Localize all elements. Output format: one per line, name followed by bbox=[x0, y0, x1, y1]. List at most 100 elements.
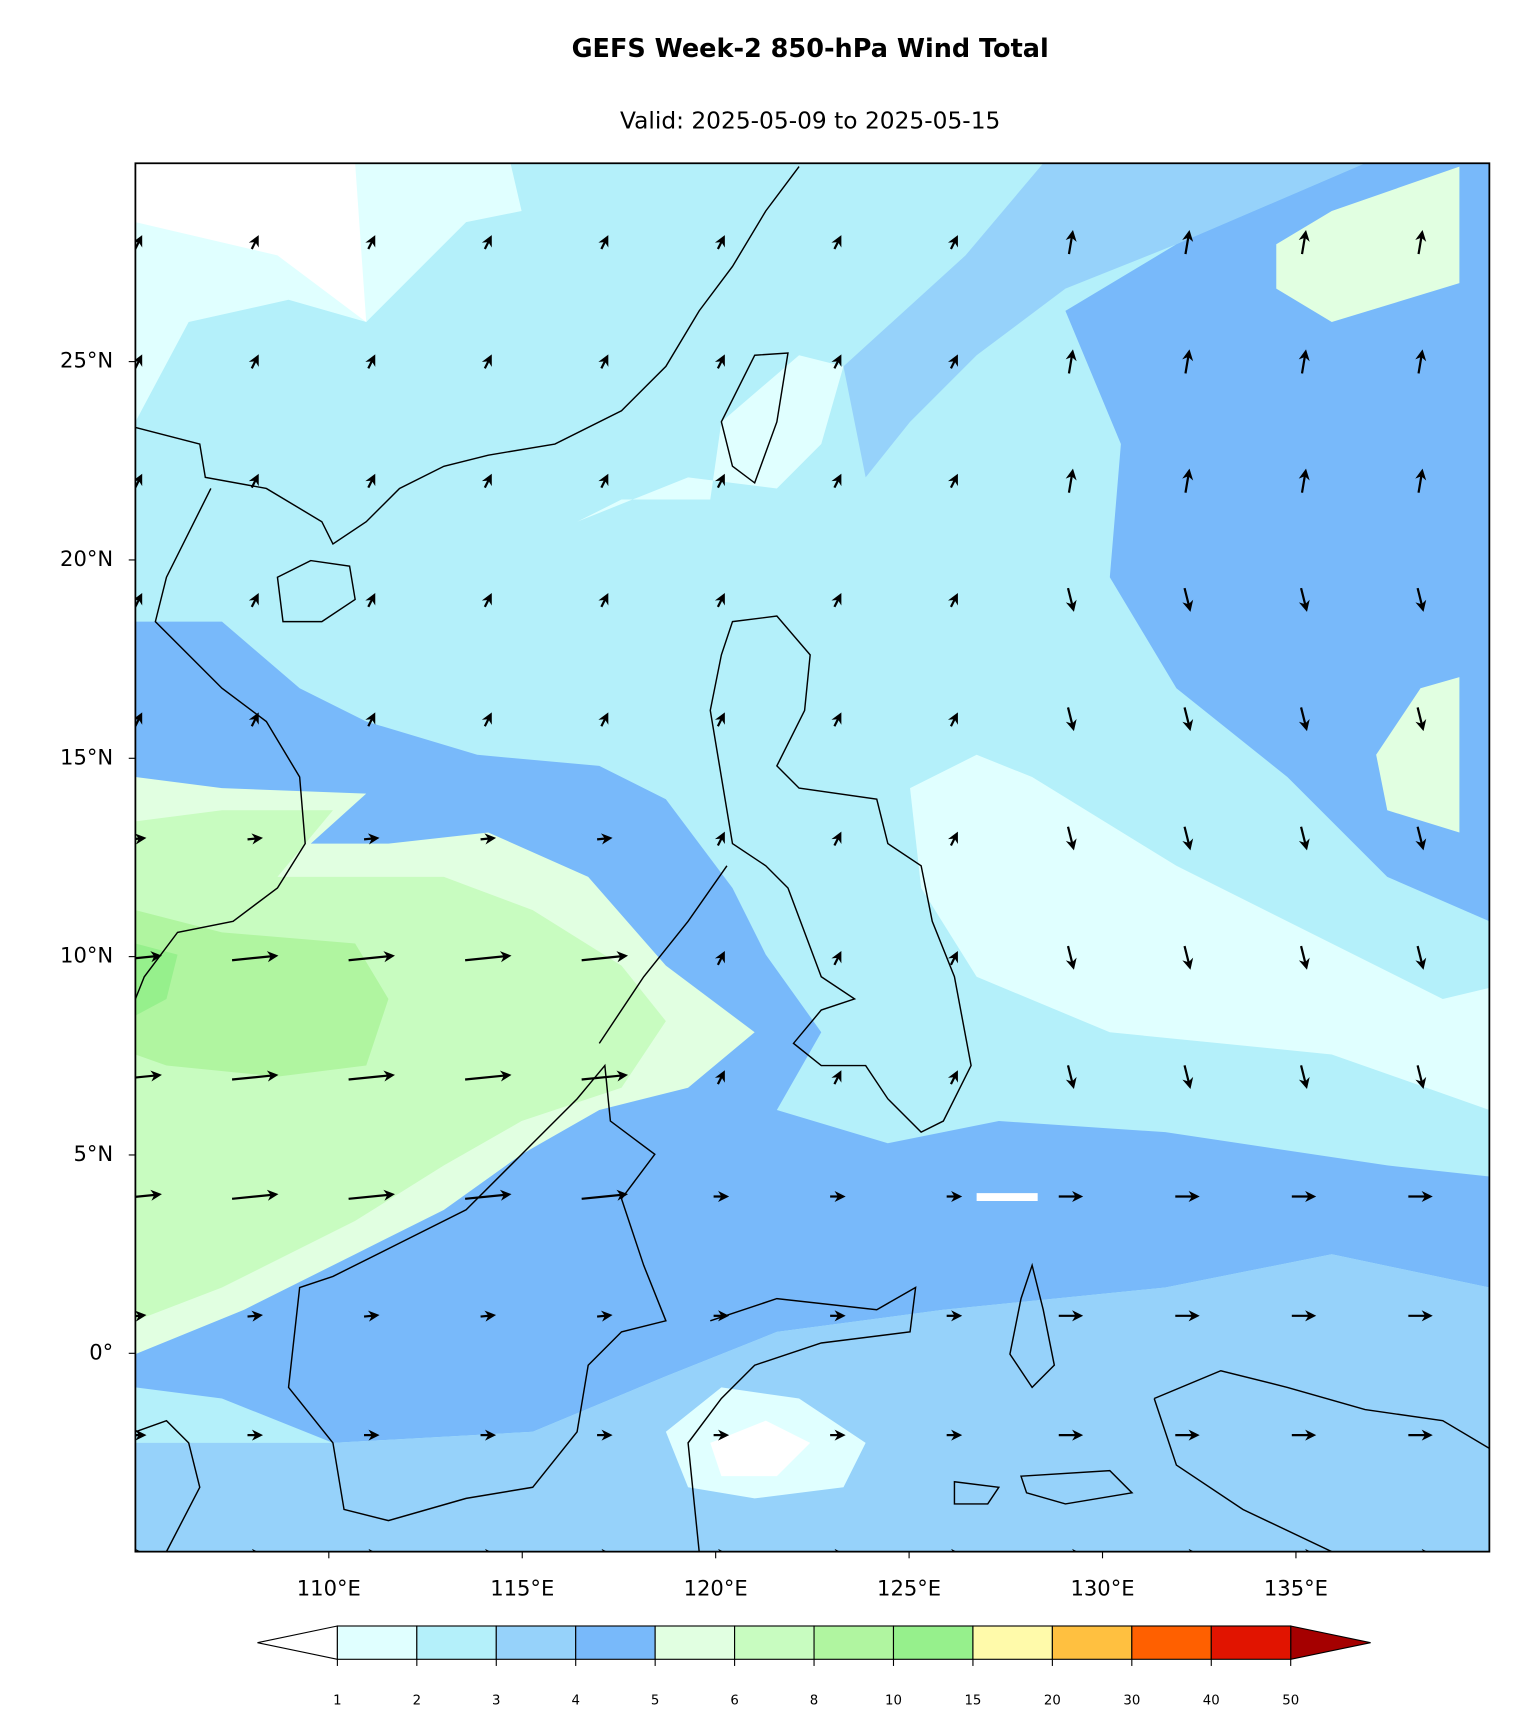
coastline bbox=[276, 559, 356, 623]
arrow-head bbox=[481, 712, 492, 725]
arrow-head bbox=[1065, 1076, 1077, 1090]
colorbar-segment bbox=[734, 1625, 815, 1660]
colorbar-tick-label: 3 bbox=[492, 1693, 500, 1708]
arrow-head bbox=[947, 950, 958, 964]
arrow-head bbox=[135, 833, 147, 845]
arrow-head bbox=[1188, 1310, 1200, 1322]
arrow-head bbox=[481, 473, 492, 487]
arrow-head bbox=[831, 354, 842, 367]
coastline bbox=[598, 865, 728, 1044]
arrow-head bbox=[266, 951, 279, 963]
wind-arrow bbox=[1182, 587, 1194, 612]
arrow-shaft bbox=[581, 954, 624, 962]
wind-arrow bbox=[947, 593, 958, 608]
y-tick-label: 25°N bbox=[60, 348, 113, 373]
arrow-head bbox=[947, 1070, 958, 1083]
arrow-head bbox=[251, 833, 263, 845]
colorbar-segment bbox=[336, 1625, 418, 1660]
arrow-head bbox=[951, 1429, 963, 1441]
colorbar-segment bbox=[575, 1625, 656, 1660]
arrow-head bbox=[714, 235, 725, 248]
wind-arrow bbox=[946, 1190, 963, 1203]
arrow-head bbox=[135, 712, 143, 725]
arrow-head bbox=[601, 1429, 613, 1441]
arrow-head bbox=[616, 951, 629, 963]
arrow-head bbox=[1415, 599, 1427, 612]
arrow-head bbox=[365, 354, 376, 367]
arrow-head bbox=[1182, 719, 1194, 732]
arrow-head bbox=[365, 473, 376, 487]
arrow-head bbox=[266, 1070, 279, 1082]
arrow-shaft bbox=[348, 1074, 391, 1081]
wind-arrow bbox=[947, 712, 958, 727]
wind-arrow bbox=[946, 1429, 963, 1441]
coastline bbox=[709, 615, 972, 1134]
wind-arrow bbox=[1065, 349, 1077, 374]
wind-arrow bbox=[598, 593, 609, 608]
arrow-head bbox=[1415, 957, 1427, 970]
arrow-head bbox=[1072, 1190, 1084, 1203]
arrow-head bbox=[600, 1310, 613, 1322]
coastline bbox=[287, 1063, 667, 1522]
arrow-head bbox=[1072, 1310, 1084, 1322]
wind-arrow bbox=[598, 354, 609, 369]
wind-arrow bbox=[1415, 1065, 1427, 1090]
coastline bbox=[135, 166, 800, 545]
wind-arrow bbox=[481, 235, 492, 250]
arrow-head bbox=[1298, 1076, 1310, 1090]
wind-arrow bbox=[714, 593, 725, 608]
arrow-head bbox=[499, 1070, 512, 1082]
wind-arrow bbox=[714, 712, 725, 727]
arrow-head bbox=[368, 1429, 380, 1441]
arrow-head bbox=[616, 1070, 629, 1082]
colorbar-tick-label: 15 bbox=[964, 1693, 981, 1708]
wind-arrow bbox=[248, 235, 259, 250]
wind-arrow bbox=[947, 235, 958, 250]
arrow-head bbox=[248, 354, 259, 367]
arrow-head bbox=[150, 1070, 162, 1082]
wind-arrow bbox=[248, 712, 259, 727]
wind-arrow bbox=[1065, 587, 1077, 612]
arrow-shaft bbox=[465, 1193, 508, 1200]
wind-arrow bbox=[947, 354, 958, 369]
arrow-head bbox=[383, 1189, 395, 1201]
arrow-head bbox=[1188, 1190, 1200, 1203]
arrow-head bbox=[135, 354, 143, 367]
arrow-head bbox=[947, 593, 958, 606]
arrow-head bbox=[367, 833, 380, 845]
axes: 110°E 115°E 120°E 125°E 130°E 135°E 0° 5°N 10°N 1… bbox=[60, 348, 1328, 1601]
wind-arrow bbox=[947, 473, 958, 489]
wind-arrow bbox=[480, 1429, 497, 1441]
wind-arrow bbox=[248, 354, 259, 369]
arrow-head bbox=[598, 354, 609, 367]
arrow-shaft bbox=[135, 1074, 158, 1081]
wind-arrow bbox=[247, 1310, 263, 1322]
arrow-head bbox=[834, 1190, 846, 1203]
coastline bbox=[135, 1419, 201, 1552]
arrow-shaft bbox=[581, 1074, 624, 1081]
arrow-head bbox=[1415, 468, 1427, 481]
arrow-head bbox=[831, 593, 842, 606]
colorbar-tick-label: 8 bbox=[810, 1693, 818, 1708]
colorbar-segment bbox=[495, 1625, 577, 1660]
coastline bbox=[1153, 1369, 1490, 1552]
wind-arrow bbox=[713, 1429, 730, 1441]
wind-arrow bbox=[714, 473, 725, 489]
field-green bbox=[135, 943, 178, 1016]
wind-arrow bbox=[365, 712, 376, 727]
wind-arrow bbox=[247, 833, 263, 845]
wind-arrow bbox=[831, 473, 842, 489]
arrow-head bbox=[1188, 1429, 1200, 1441]
colorbar-tick-label: 6 bbox=[730, 1693, 738, 1708]
wind-arrow bbox=[348, 951, 395, 963]
arrow-head bbox=[947, 354, 958, 367]
arrow-head bbox=[831, 950, 842, 964]
arrow-head bbox=[365, 593, 376, 606]
arrow-head bbox=[266, 1189, 279, 1201]
field-green bbox=[1376, 677, 1460, 833]
wind-arrow bbox=[581, 1070, 629, 1082]
arrow-shaft bbox=[1066, 826, 1074, 847]
arrow-head bbox=[947, 831, 958, 845]
wind-arrow bbox=[714, 235, 725, 250]
